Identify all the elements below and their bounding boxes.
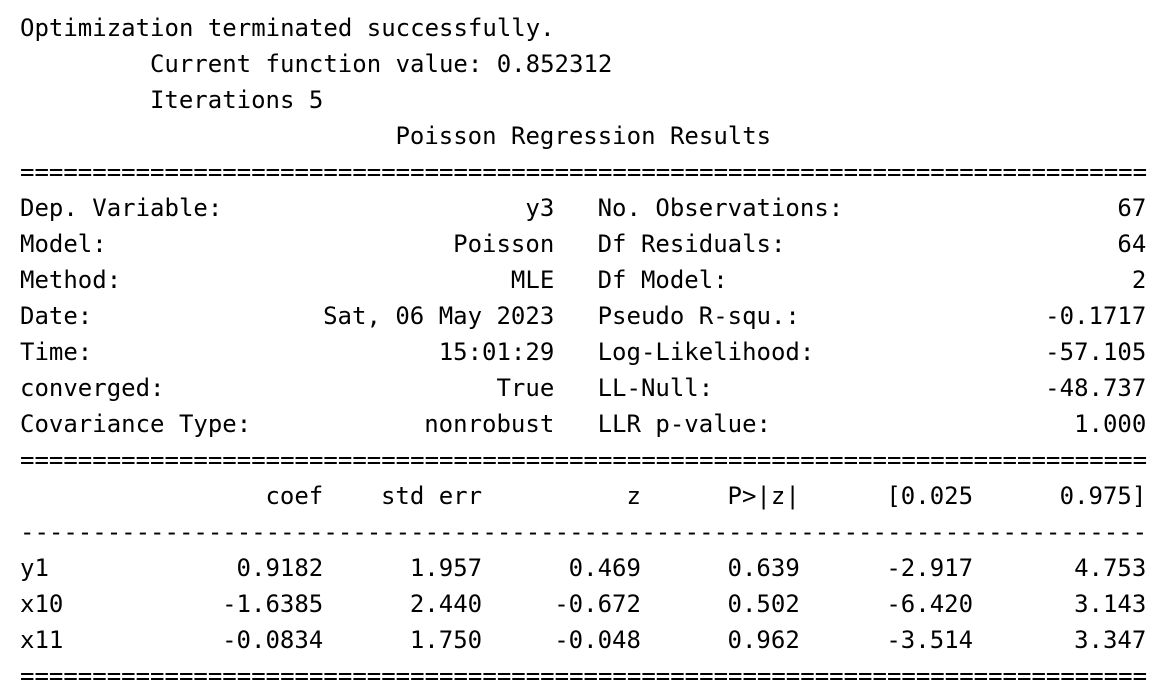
summary-value: 64 xyxy=(1117,230,1147,258)
summary-label: Date: xyxy=(20,302,93,330)
summary-label: converged: xyxy=(20,374,165,402)
cell-value: -2.917 xyxy=(886,554,974,582)
summary-value: Sat, 06 May 2023 xyxy=(323,302,555,330)
cell-value: 1.750 xyxy=(409,626,483,654)
summary-label: Log-Likelihood: xyxy=(597,338,815,366)
summary-value: -48.737 xyxy=(1045,374,1147,402)
summary-label: No. Observations: xyxy=(597,194,844,222)
cell-value: 3.143 xyxy=(1074,590,1147,618)
status-line: Current function value: 0.852312 xyxy=(149,50,613,78)
row-name: x10 xyxy=(20,590,64,618)
separator: ========================================… xyxy=(20,158,1148,186)
summary-value: y3 xyxy=(525,194,555,222)
summary-label: LL-Null: xyxy=(597,374,714,402)
summary-value: 1.000 xyxy=(1074,410,1147,438)
summary-value: -57.105 xyxy=(1045,338,1147,366)
status-line: Optimization terminated successfully. xyxy=(20,14,555,42)
summary-value: 67 xyxy=(1117,194,1147,222)
column-header: 0.975] xyxy=(1059,482,1147,510)
cell-value: 0.9182 xyxy=(236,554,324,582)
summary-label: Dep. Variable: xyxy=(20,194,223,222)
summary-label: Covariance Type: xyxy=(20,410,252,438)
summary-value: Poisson xyxy=(453,230,555,258)
summary-value: -0.1717 xyxy=(1045,302,1147,330)
summary-value: True xyxy=(496,374,555,402)
cell-value: 2.440 xyxy=(409,590,483,618)
cell-value: 0.639 xyxy=(727,554,800,582)
cell-value: 3.347 xyxy=(1074,626,1147,654)
cell-value: -1.6385 xyxy=(222,590,324,618)
column-header: std err xyxy=(380,482,483,510)
separator: ========================================… xyxy=(20,446,1148,474)
summary-label: Df Residuals: xyxy=(597,230,786,258)
table-title: Poisson Regression Results xyxy=(395,122,772,150)
cell-value: -0.672 xyxy=(554,590,641,618)
cell-value: 4.753 xyxy=(1074,554,1147,582)
cell-value: 0.962 xyxy=(727,626,800,654)
cell-value: -0.048 xyxy=(554,626,641,654)
status-line: Iterations 5 xyxy=(149,86,324,114)
cell-value: 0.502 xyxy=(727,590,800,618)
column-header: coef xyxy=(265,482,324,510)
cell-value: -3.514 xyxy=(886,626,974,654)
summary-label: Time: xyxy=(20,338,93,366)
summary-label: Method: xyxy=(20,266,122,294)
separator: ----------------------------------------… xyxy=(20,518,1148,546)
summary-label: Df Model: xyxy=(597,266,728,294)
cell-value: -6.420 xyxy=(886,590,974,618)
column-header: z xyxy=(626,482,641,510)
cell-value: 1.957 xyxy=(409,554,483,582)
column-header: [0.025 xyxy=(886,482,974,510)
row-name: y1 xyxy=(20,554,49,582)
column-header: P>|z| xyxy=(727,482,800,510)
row-name: x11 xyxy=(20,626,64,654)
summary-label: Model: xyxy=(20,230,107,258)
summary-value: nonrobust xyxy=(424,410,555,438)
summary-value: 15:01:29 xyxy=(438,338,555,366)
summary-value: 2 xyxy=(1131,266,1147,294)
summary-label: Pseudo R-squ.: xyxy=(597,302,800,330)
cell-value: 0.469 xyxy=(568,554,641,582)
summary-value: MLE xyxy=(510,266,555,294)
cell-value: -0.0834 xyxy=(222,626,324,654)
separator: ========================================… xyxy=(20,662,1148,690)
summary-label: LLR p-value: xyxy=(597,410,771,438)
